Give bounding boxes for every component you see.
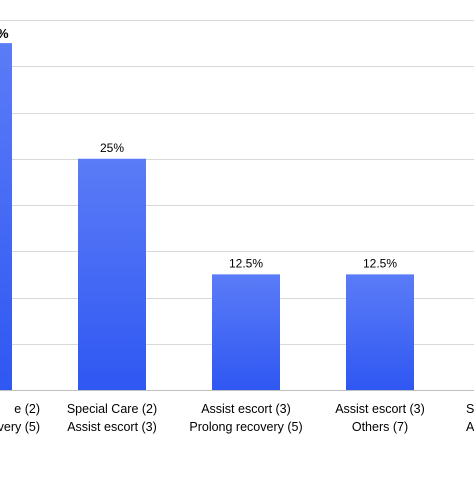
category-label-1-line-0: Special Care (2) [67,402,157,416]
data-label-0: % [0,26,9,41]
bar-1 [78,158,146,390]
bar-0 [0,43,12,390]
category-label-2-line-0: Assist escort (3) [201,402,291,416]
category-label-3-line-0: Assist escort (3) [335,402,425,416]
category-label-2-line-1: Prolong recovery (5) [189,420,302,434]
data-label-2: 12.5% [229,256,263,270]
category-label-1-line-1: Assist escort (3) [67,420,157,434]
category-label-4-line-0: S [466,402,474,416]
data-label-1: 25% [100,141,124,155]
category-label-3-line-1: Others (7) [352,420,408,434]
category-labels: e (2) overy (5) Special Care (2) Assist esc… [0,402,474,434]
data-label-3: 12.5% [363,256,397,270]
category-label-0-line-0: e (2) [14,402,40,416]
category-label-4-line-1: A [466,420,474,434]
category-label-0-line-1: overy (5) [0,420,40,434]
bar-2 [212,274,280,390]
bar-3 [346,274,414,390]
data-labels: 25% 12.5% 12.5%% [0,26,397,270]
bars [0,43,414,390]
